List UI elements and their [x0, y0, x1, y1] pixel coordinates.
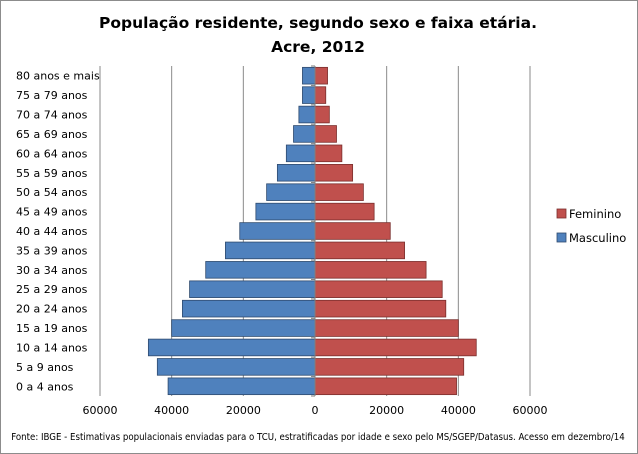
bars: [147, 66, 477, 396]
x-tick-label: 60000: [83, 404, 118, 417]
chart-subtitle: Acre, 2012: [271, 38, 365, 56]
y-category-label: 10 a 14 anos: [16, 341, 88, 354]
chart-title: População residente, segundo sexo e faix…: [99, 14, 537, 32]
y-category-label: 15 a 19 anos: [16, 322, 88, 335]
y-category-label: 25 a 29 anos: [16, 283, 88, 296]
legend-label-masculino: Masculino: [569, 231, 626, 245]
x-tick-label: 40000: [441, 404, 476, 417]
bar-masculino: [276, 164, 316, 182]
legend: Feminino Masculino: [556, 207, 626, 245]
bar-masculino: [171, 319, 316, 337]
bar-masculino: [167, 377, 316, 396]
bar-feminino: [314, 125, 337, 143]
y-category-label: 0 a 4 anos: [16, 380, 74, 393]
bar-masculino: [147, 338, 316, 357]
x-tick-label: 20000: [369, 404, 404, 417]
bar-feminino: [314, 183, 364, 201]
bar-masculino: [293, 125, 316, 143]
bar-masculino: [255, 202, 316, 221]
bar-feminino: [314, 105, 330, 124]
y-category-label: 35 a 39 anos: [16, 244, 88, 257]
bar-masculino: [205, 261, 316, 279]
bar-masculino: [239, 222, 316, 240]
bar-masculino: [156, 358, 316, 376]
y-category-label: 80 anos e mais: [16, 70, 100, 83]
y-category-label: 50 a 54 anos: [16, 186, 88, 199]
bar-masculino: [182, 299, 316, 318]
x-tick-label: 0: [312, 404, 319, 417]
bar-feminino: [314, 338, 477, 357]
y-category-label: 60 a 64 anos: [16, 147, 88, 160]
bar-masculino: [285, 144, 316, 163]
source-note: Fonte: IBGE - Estimativas populacionais …: [11, 432, 625, 443]
y-category-label: 20 a 24 anos: [16, 303, 88, 316]
bar-feminino: [314, 377, 457, 396]
bar-masculino: [302, 86, 316, 104]
y-category-label: 75 a 79 anos: [16, 89, 88, 102]
axes: 60000 40000 20000 0 20000 40000 60000 0 a 4 ano…: [16, 65, 548, 417]
bar-feminino: [314, 164, 354, 182]
bar-masculino: [298, 105, 316, 124]
legend-swatch-masculino: [556, 232, 567, 243]
x-tick-label: 60000: [513, 404, 548, 417]
bar-feminino: [314, 358, 465, 376]
x-tick-label: 20000: [226, 404, 261, 417]
x-tick-label: 40000: [154, 404, 189, 417]
legend-swatch-feminino: [556, 208, 567, 219]
y-category-label: 55 a 59 anos: [16, 167, 88, 180]
bar-feminino: [314, 144, 343, 163]
bar-feminino: [314, 261, 427, 279]
y-category-label: 65 a 69 anos: [16, 128, 88, 141]
bar-masculino: [225, 241, 316, 260]
y-category-label: 30 a 34 anos: [16, 264, 88, 277]
legend-label-feminino: Feminino: [569, 207, 621, 221]
bar-masculino: [266, 183, 316, 201]
bar-feminino: [314, 202, 375, 221]
bar-masculino: [189, 280, 316, 298]
bar-feminino: [314, 86, 327, 104]
bar-feminino: [314, 319, 459, 337]
y-category-label: 40 a 44 anos: [16, 225, 88, 238]
bar-masculino: [302, 66, 316, 85]
y-category-label: 45 a 49 anos: [16, 206, 88, 219]
y-category-label: 5 a 9 anos: [16, 361, 74, 374]
bar-feminino: [314, 299, 447, 318]
bar-feminino: [314, 280, 443, 298]
bar-feminino: [314, 222, 391, 240]
y-category-label: 70 a 74 anos: [16, 109, 88, 122]
bar-feminino: [314, 66, 328, 85]
bar-feminino: [314, 241, 405, 260]
